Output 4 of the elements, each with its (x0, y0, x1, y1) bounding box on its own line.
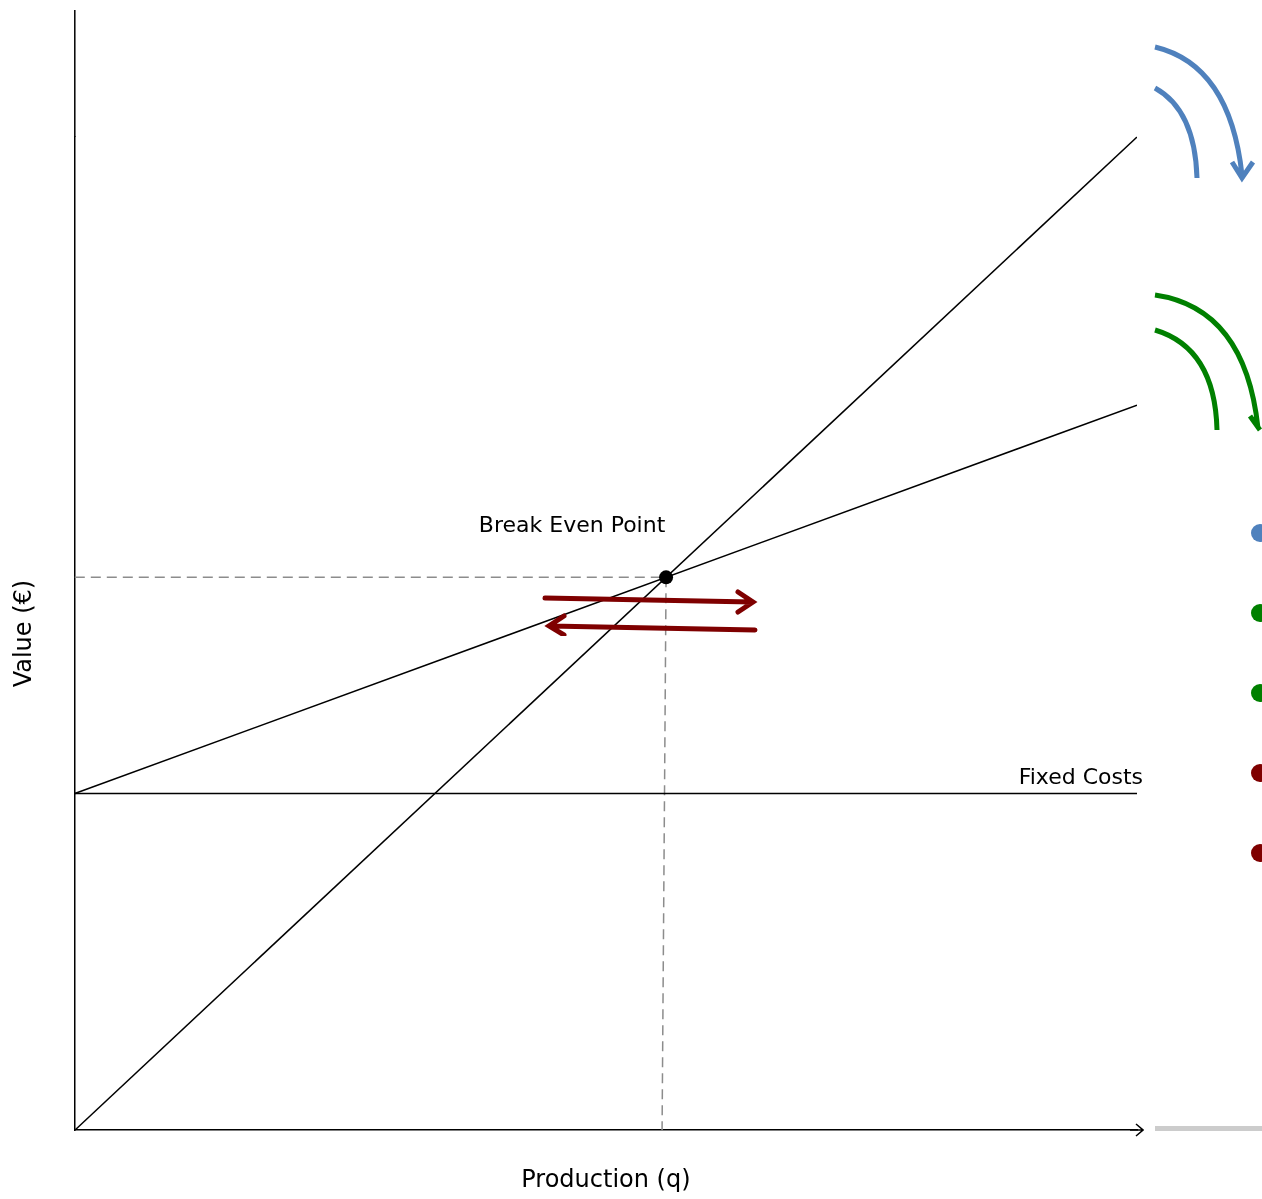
x-axis-title: Production (q) (521, 1164, 691, 1193)
annotation: Break Even Point (478, 512, 666, 538)
series-label: Fixed Costs (1018, 764, 1143, 790)
y-axis-title: Value (€) (8, 579, 37, 688)
